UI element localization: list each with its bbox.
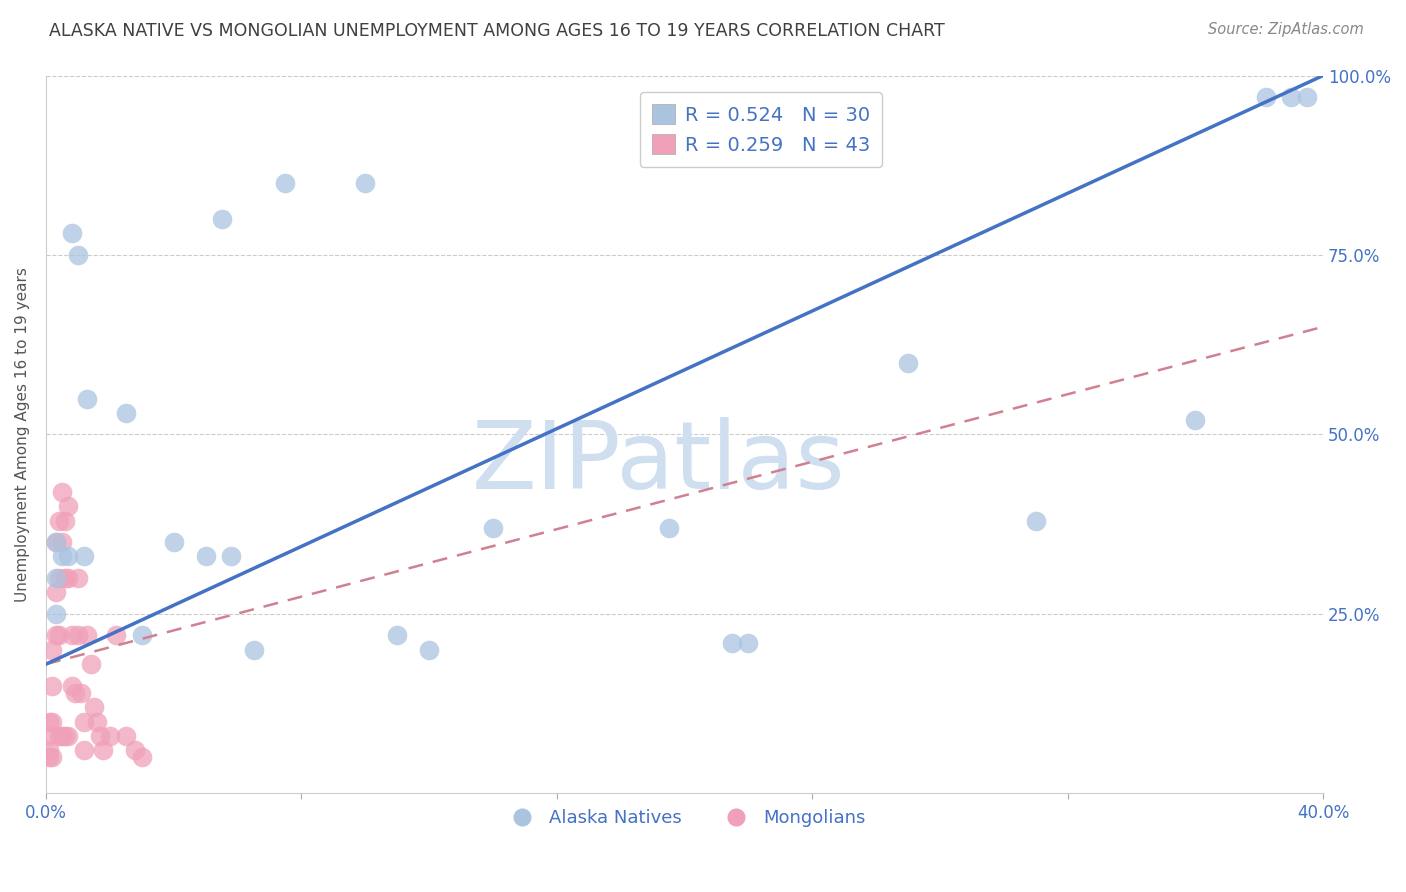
- Point: [60, 628, 83, 642]
- Point: [45, 571, 67, 585]
- Point: [89, 729, 111, 743]
- Point: [211, 212, 233, 227]
- Point: [163, 535, 186, 549]
- Point: [53, 571, 76, 585]
- Point: [1254, 90, 1277, 104]
- Point: [1025, 514, 1047, 528]
- Point: [385, 628, 408, 642]
- Point: [51, 729, 73, 743]
- Point: [41, 642, 63, 657]
- Point: [58, 549, 80, 564]
- Point: [219, 549, 242, 564]
- Point: [83, 700, 105, 714]
- Point: [38, 750, 60, 764]
- Point: [45, 535, 67, 549]
- Point: [48, 729, 70, 743]
- Y-axis label: Unemployment Among Ages 16 to 19 years: Unemployment Among Ages 16 to 19 years: [15, 267, 30, 602]
- Point: [45, 585, 67, 599]
- Point: [60, 679, 83, 693]
- Point: [73, 714, 96, 729]
- Point: [131, 750, 153, 764]
- Point: [41, 679, 63, 693]
- Point: [114, 729, 136, 743]
- Point: [73, 549, 96, 564]
- Point: [194, 549, 217, 564]
- Point: [98, 729, 121, 743]
- Point: [66, 571, 89, 585]
- Point: [76, 392, 98, 406]
- Point: [51, 549, 73, 564]
- Point: [51, 535, 73, 549]
- Point: [86, 714, 108, 729]
- Point: [70, 686, 93, 700]
- Point: [721, 635, 744, 649]
- Point: [48, 514, 70, 528]
- Legend: Alaska Natives, Mongolians: Alaska Natives, Mongolians: [496, 802, 873, 835]
- Point: [60, 227, 83, 241]
- Point: [73, 743, 96, 757]
- Point: [131, 628, 153, 642]
- Point: [53, 729, 76, 743]
- Point: [1184, 413, 1206, 427]
- Point: [482, 521, 505, 535]
- Point: [66, 628, 89, 642]
- Point: [124, 743, 146, 757]
- Point: [114, 406, 136, 420]
- Point: [45, 535, 67, 549]
- Point: [63, 686, 86, 700]
- Point: [1279, 90, 1302, 104]
- Text: Source: ZipAtlas.com: Source: ZipAtlas.com: [1208, 22, 1364, 37]
- Point: [418, 642, 440, 657]
- Point: [45, 607, 67, 621]
- Point: [38, 729, 60, 743]
- Point: [1296, 90, 1319, 104]
- Point: [38, 714, 60, 729]
- Point: [274, 176, 297, 190]
- Point: [48, 571, 70, 585]
- Point: [105, 628, 128, 642]
- Point: [79, 657, 101, 672]
- Point: [41, 750, 63, 764]
- Point: [48, 628, 70, 642]
- Point: [658, 521, 681, 535]
- Point: [51, 484, 73, 499]
- Point: [58, 571, 80, 585]
- Point: [242, 642, 264, 657]
- Point: [53, 514, 76, 528]
- Point: [737, 635, 759, 649]
- Point: [76, 628, 98, 642]
- Text: ALASKA NATIVE VS MONGOLIAN UNEMPLOYMENT AMONG AGES 16 TO 19 YEARS CORRELATION CH: ALASKA NATIVE VS MONGOLIAN UNEMPLOYMENT …: [49, 22, 945, 40]
- Point: [58, 729, 80, 743]
- Point: [897, 356, 920, 370]
- Point: [41, 714, 63, 729]
- Point: [38, 743, 60, 757]
- Point: [45, 628, 67, 642]
- Point: [58, 500, 80, 514]
- Point: [66, 248, 89, 262]
- Point: [93, 743, 115, 757]
- Text: ZIPatlas: ZIPatlas: [472, 417, 846, 509]
- Point: [354, 176, 377, 190]
